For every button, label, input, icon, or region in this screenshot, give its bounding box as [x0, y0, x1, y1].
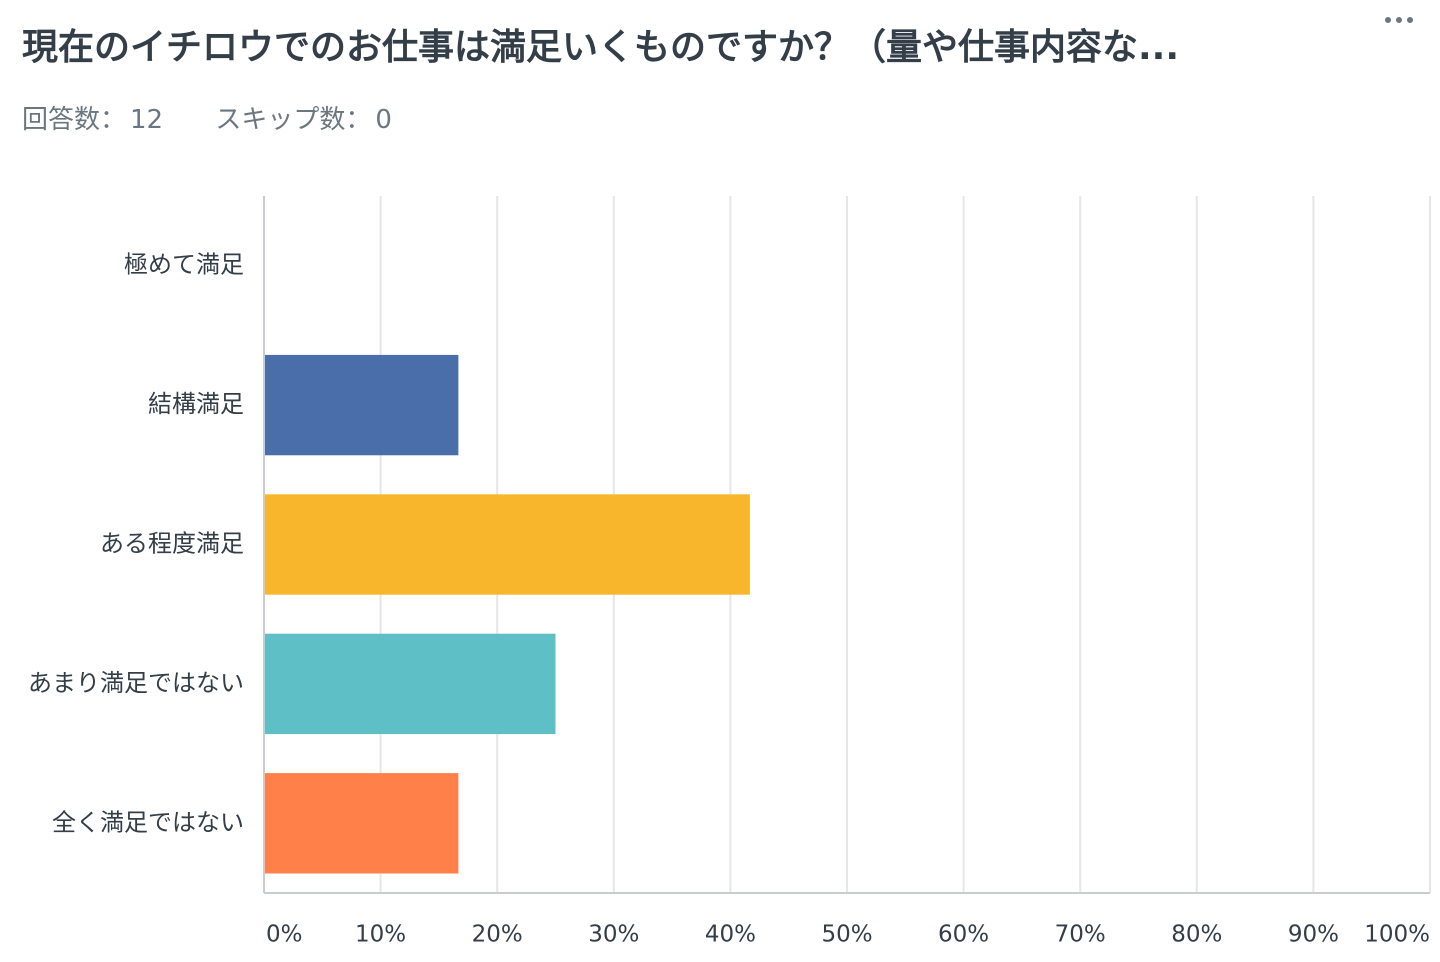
x-tick-label: 20% [472, 922, 523, 948]
answered-label: 回答数： [22, 105, 127, 135]
skipped-count: 0 [375, 105, 392, 135]
skipped-stat: スキップ数： 0 [215, 100, 392, 140]
category-label: 全く満足ではない [52, 808, 244, 836]
skipped-label: スキップ数： [215, 105, 372, 135]
bar [265, 494, 750, 595]
more-horizontal-icon-dot [1396, 17, 1402, 23]
category-label: 結構満足 [148, 390, 244, 418]
x-tick-label: 90% [1288, 922, 1339, 948]
x-tick-label: 30% [588, 922, 639, 948]
more-horizontal-icon-dot [1407, 17, 1413, 23]
bar [265, 633, 556, 735]
answered-stat: 回答数： 12 [22, 100, 163, 140]
bar [265, 773, 459, 874]
response-stats: 回答数： 12 スキップ数： 0 [22, 100, 392, 140]
more-options-button[interactable] [1374, 6, 1424, 34]
bar [265, 354, 459, 456]
x-tick-label: 10% [355, 922, 406, 948]
more-horizontal-icon [1385, 17, 1391, 23]
x-tick-label: 70% [1055, 922, 1106, 948]
category-label: ある程度満足 [100, 530, 244, 558]
x-tick-label: 60% [938, 922, 989, 948]
x-tick-label: 50% [821, 922, 872, 948]
x-tick-label: 100% [1364, 922, 1430, 948]
x-tick-label: 80% [1171, 922, 1222, 948]
answered-count: 12 [130, 105, 164, 135]
category-label: 極めて満足 [124, 251, 244, 279]
category-label: あまり満足ではない [28, 669, 244, 697]
x-tick-label: 0% [266, 922, 303, 948]
x-tick-label: 40% [705, 922, 756, 948]
question-title: 現在のイチロウでのお仕事は満足いくものですか？（量や仕事内容な... [22, 27, 1180, 68]
